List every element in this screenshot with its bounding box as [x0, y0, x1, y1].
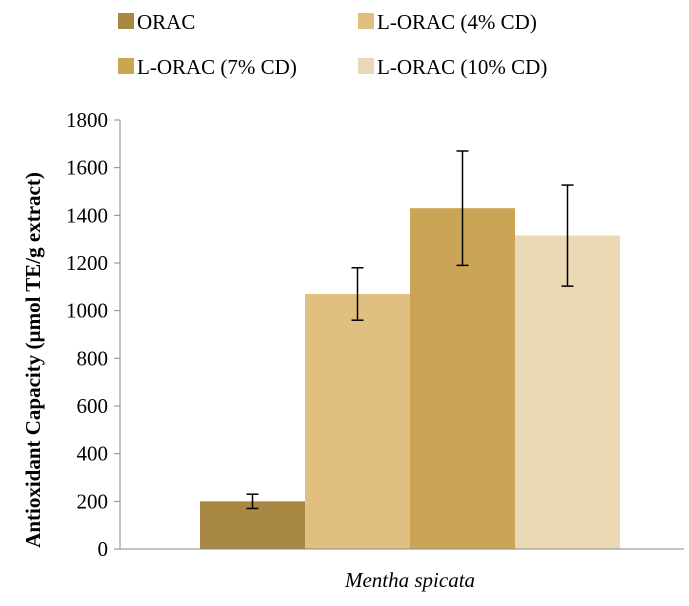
y-tick-label: 1400	[66, 203, 108, 227]
y-axis: 0 200 400 600 800 1000 1200 1400 1600 1800	[66, 108, 121, 561]
y-axis-label: Antioxidant Capacity (µmol TE/g extract)	[21, 172, 45, 548]
legend: ORAC L-ORAC (4% CD) L-ORAC (7% CD) L-ORAC (…	[118, 10, 547, 79]
y-tick-label: 200	[77, 489, 109, 513]
legend-swatch-1	[118, 13, 134, 29]
y-tick-label: 1800	[66, 108, 108, 132]
legend-label-1: ORAC	[137, 10, 195, 34]
bar-2	[305, 293, 410, 549]
y-tick-label: 1000	[66, 299, 108, 323]
y-tick-label: 600	[77, 394, 109, 418]
bar-4	[515, 235, 620, 549]
bars	[200, 208, 620, 549]
bar-1	[200, 501, 305, 549]
y-tick-label: 1600	[66, 156, 108, 180]
legend-label-2: L-ORAC (4% CD)	[377, 10, 537, 34]
y-tick-label: 400	[77, 442, 109, 466]
x-axis: Mentha spicata	[120, 548, 684, 592]
error-bars	[246, 150, 574, 510]
y-tick-label: 0	[98, 537, 109, 561]
legend-swatch-2	[358, 13, 374, 29]
legend-swatch-4	[358, 58, 374, 74]
x-category-label: Mentha spicata	[344, 568, 475, 592]
legend-label-4: L-ORAC (10% CD)	[377, 55, 547, 79]
legend-label-3: L-ORAC (7% CD)	[137, 55, 297, 79]
legend-swatch-3	[118, 58, 134, 74]
y-tick-label: 1200	[66, 251, 108, 275]
y-tick-label: 800	[77, 346, 109, 370]
